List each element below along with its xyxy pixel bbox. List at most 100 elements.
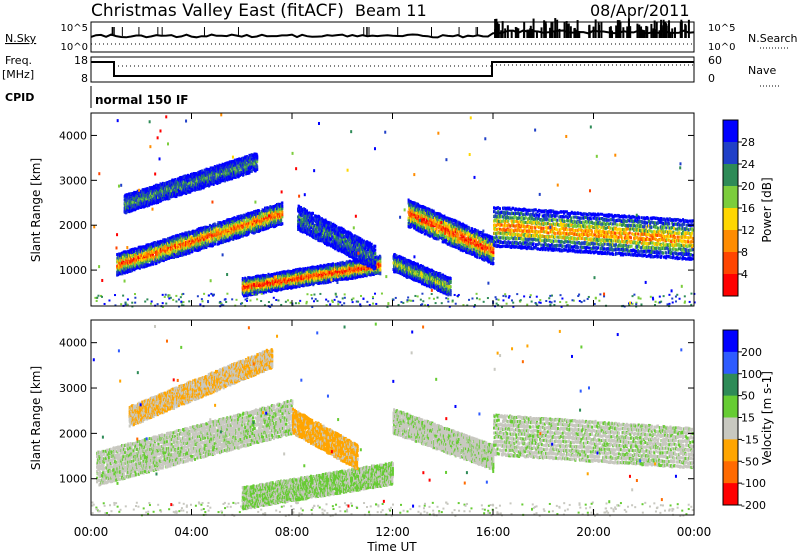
range-gate-cell — [177, 247, 180, 251]
range-gate-cell — [187, 233, 190, 237]
range-gate-cell — [272, 213, 275, 217]
range-gate-cell — [208, 229, 211, 233]
range-gate-cell — [225, 173, 228, 177]
range-gate-cell — [135, 250, 138, 254]
range-gate-cell — [137, 252, 140, 256]
range-gate-cell — [281, 210, 284, 214]
left-count-tick-low: 10^0 — [61, 42, 88, 53]
range-gate-cell — [180, 192, 183, 196]
freq-label: Freq. — [5, 54, 32, 67]
range-gate-cell — [237, 231, 240, 235]
range-gate-cell — [247, 223, 250, 227]
range-gate-cell — [234, 233, 237, 237]
range-gate-cell — [200, 231, 203, 235]
range-gate-cell — [191, 182, 194, 186]
range-gate-cell — [119, 259, 122, 263]
freq-unit-label: [MHz] — [2, 68, 34, 81]
range-gate-cell — [256, 223, 259, 227]
range-gate-cell — [198, 227, 201, 231]
range-gate-cell — [235, 225, 238, 229]
range-gate-cell — [173, 190, 176, 194]
range-gate-cell — [253, 215, 256, 219]
range-gate-cell — [258, 209, 261, 213]
range-gate-cell — [204, 241, 207, 245]
range-gate-cell — [220, 171, 223, 175]
range-gate-cell — [239, 230, 242, 234]
range-gate-cell — [119, 261, 122, 265]
range-gate-cell — [249, 169, 252, 173]
range-gate-cell — [189, 233, 192, 237]
range-gate-cell — [231, 223, 234, 227]
range-gate-cell — [119, 252, 122, 256]
range-gate-cell — [262, 223, 265, 227]
range-gate-cell — [238, 161, 241, 165]
range-gate-cell — [172, 183, 175, 187]
range-gate-cell — [157, 201, 160, 205]
range-gate-cell — [275, 224, 278, 228]
range-gate-cell — [238, 173, 241, 177]
range-gate-cell — [170, 190, 173, 194]
range-gate-cell — [144, 192, 147, 196]
range-gate-cell — [190, 248, 193, 252]
range-gate-cell — [136, 247, 139, 251]
range-gate-cell — [131, 267, 134, 271]
range-gate-cell — [120, 257, 123, 261]
range-gate-cell — [158, 258, 161, 262]
range-gate-cell — [164, 193, 167, 197]
range-gate-cell — [124, 196, 127, 200]
cpid-panel: CPID normal 150 IF — [5, 86, 189, 108]
range-gate-cell — [223, 220, 226, 224]
range-gate-cell — [210, 171, 213, 175]
range-gate-cell — [260, 222, 263, 226]
range-gate-cell — [162, 254, 165, 258]
range-gate-cell — [259, 229, 262, 233]
range-gate-cell — [278, 218, 281, 222]
range-gate-cell — [162, 246, 165, 250]
range-gate-cell — [146, 201, 149, 205]
range-gate-cell — [196, 231, 199, 235]
range-gate-cell — [280, 218, 283, 222]
range-gate-cell — [128, 204, 131, 208]
range-gate-cell — [187, 251, 190, 255]
range-gate-cell — [152, 260, 155, 264]
range-gate-cell — [217, 221, 220, 225]
range-gate-cell — [219, 225, 222, 229]
range-gate-cell — [279, 207, 282, 211]
range-gate-cell — [143, 190, 146, 194]
range-gate-cell — [153, 250, 156, 254]
range-gate-cell — [183, 183, 186, 187]
range-gate-cell — [145, 188, 148, 192]
range-gate-cell — [253, 221, 256, 225]
range-gate-cell — [132, 203, 135, 207]
range-gate-cell — [230, 172, 233, 176]
range-gate-cell — [242, 225, 245, 229]
range-gate-cell — [224, 237, 227, 241]
range-gate-cell — [269, 207, 272, 211]
range-gate-cell — [145, 251, 148, 255]
range-gate-cell — [180, 234, 183, 238]
range-gate-cell — [238, 171, 241, 175]
range-gate-cell — [278, 205, 281, 209]
range-gate-cell — [183, 240, 186, 244]
range-gate-cell — [203, 179, 206, 183]
range-gate-cell — [167, 237, 170, 241]
range-gate-cell — [137, 201, 140, 205]
range-gate-cell — [141, 265, 144, 269]
range-gate-cell — [241, 221, 244, 225]
range-gate-cell — [134, 259, 137, 263]
range-gate-cell — [222, 222, 225, 226]
range-gate-cell — [238, 217, 241, 221]
range-gate-cell — [161, 197, 164, 201]
range-gate-cell — [125, 211, 128, 215]
range-gate-cell — [210, 227, 213, 231]
range-gate-cell — [213, 174, 216, 178]
range-gate-cell — [181, 249, 184, 253]
range-gate-cell — [141, 258, 144, 262]
range-gate-cell — [235, 233, 238, 237]
range-gate-cell — [166, 256, 169, 260]
range-gate-cell — [217, 167, 220, 171]
range-gate-cell — [159, 247, 162, 251]
range-gate-cell — [192, 243, 195, 247]
range-gate-cell — [138, 262, 141, 266]
range-gate-cell — [148, 187, 151, 191]
